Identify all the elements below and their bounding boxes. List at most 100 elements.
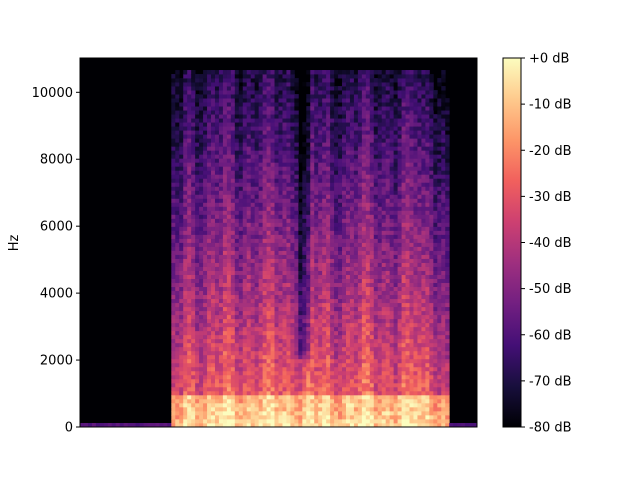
spectrogram-cell — [286, 186, 291, 191]
spectrogram-cell — [322, 394, 327, 400]
spectrogram-cell — [230, 350, 236, 356]
spectrogram-cell — [262, 330, 267, 336]
spectrogram-cell — [389, 110, 395, 115]
spectrogram-cell — [286, 318, 291, 324]
spectrogram-cell — [211, 190, 216, 195]
spectrogram-cell — [306, 214, 311, 219]
spectrogram-cell — [302, 270, 307, 275]
spectrogram-cell — [361, 354, 367, 360]
spectrogram-cell — [175, 182, 180, 187]
spectrogram-cell — [171, 178, 176, 183]
spectrogram-cell — [207, 326, 212, 332]
spectrogram-cell — [199, 134, 204, 139]
spectrogram-cell — [211, 422, 216, 427]
spectrogram-cell — [214, 286, 220, 292]
spectrogram-cell — [282, 398, 287, 404]
spectrogram-cell — [349, 194, 355, 199]
spectrogram-cell — [338, 278, 343, 284]
spectrogram-cell — [238, 254, 244, 259]
spectrogram-cell — [349, 394, 355, 400]
spectrogram-cell — [377, 210, 383, 215]
spectrogram-cell — [195, 118, 200, 123]
spectrogram-cell — [389, 98, 395, 103]
spectrogram-cell — [222, 74, 228, 79]
spectrogram-cell — [330, 230, 335, 235]
spectrogram-cell — [294, 278, 299, 284]
spectrogram-cell — [183, 250, 188, 255]
spectrogram-cell — [302, 182, 307, 187]
spectrogram-cell — [278, 326, 283, 332]
spectrogram-cell — [195, 350, 200, 356]
spectrogram-cell — [334, 162, 339, 167]
spectrogram-cell — [389, 194, 395, 199]
spectrogram-cell — [211, 138, 216, 143]
spectrogram-cell — [318, 294, 323, 300]
spectrogram-cell — [286, 190, 291, 195]
spectrogram-cell — [334, 322, 339, 328]
spectrogram-cell — [377, 166, 383, 171]
spectrogram-cell — [266, 146, 271, 151]
spectrogram-cell — [226, 238, 232, 243]
spectrogram-cell — [266, 170, 271, 175]
spectrogram-cell — [345, 346, 351, 352]
spectrogram-cell — [187, 310, 192, 316]
spectrogram-cell — [187, 386, 192, 392]
spectrogram-cell — [262, 142, 267, 147]
spectrogram-cell — [282, 390, 287, 396]
spectrogram-cell — [369, 410, 375, 416]
spectrogram-cell — [258, 330, 264, 336]
spectrogram-cell — [230, 74, 236, 79]
spectrogram-cell — [385, 250, 391, 255]
spectrogram-cell — [365, 358, 371, 364]
spectrogram-cell — [234, 190, 240, 195]
spectrogram-cell — [211, 218, 216, 223]
spectrogram-cell — [258, 342, 264, 348]
spectrogram-cell — [234, 214, 240, 219]
spectrogram-cell — [242, 94, 248, 99]
spectrogram-cell — [345, 402, 351, 408]
spectrogram-cell — [314, 98, 319, 103]
spectrogram-cell — [381, 258, 387, 263]
spectrogram-cell — [195, 82, 200, 87]
spectrogram-cell — [369, 102, 375, 107]
spectrogram-cell — [357, 246, 363, 251]
spectrogram-cell — [171, 278, 176, 284]
spectrogram-cell — [270, 290, 275, 296]
spectrogram-cell — [262, 242, 267, 247]
spectrogram-cell — [274, 394, 279, 400]
spectrogram-cell — [361, 290, 367, 296]
spectrogram-cell — [290, 194, 295, 199]
spectrogram-cell — [258, 206, 264, 211]
spectrogram-cell — [187, 182, 192, 187]
spectrogram-cell — [254, 250, 260, 255]
spectrogram-cell — [373, 190, 379, 195]
spectrogram-cell — [99, 422, 105, 427]
spectrogram-cell — [338, 422, 343, 427]
spectrogram-cell — [214, 282, 220, 288]
spectrogram-cell — [373, 230, 379, 235]
spectrogram-cell — [342, 354, 347, 360]
spectrogram-cell — [377, 178, 383, 183]
spectrogram-cell — [234, 158, 240, 163]
spectrogram-cell — [377, 90, 383, 95]
spectrogram-cell — [203, 150, 208, 155]
spectrogram-cell — [222, 394, 228, 400]
spectrogram-cell — [349, 146, 355, 151]
spectrogram-cell — [218, 338, 224, 344]
spectrogram-cell — [314, 338, 319, 344]
spectrogram-cell — [278, 230, 283, 235]
spectrogram-cell — [373, 186, 379, 191]
spectrogram-cell — [365, 302, 371, 308]
spectrogram-cell — [385, 146, 391, 151]
spectrogram-cell — [234, 282, 240, 288]
spectrogram-cell — [365, 226, 371, 231]
spectrogram-cell — [294, 214, 299, 219]
spectrogram-cell — [306, 282, 311, 288]
spectrogram-cell — [218, 398, 224, 404]
spectrogram-cell — [218, 230, 224, 235]
spectrogram-cell — [389, 418, 395, 424]
spectrogram-cell — [338, 274, 343, 279]
spectrogram-cell — [338, 174, 343, 179]
spectrogram-cell — [310, 242, 315, 247]
spectrogram-cell — [369, 382, 375, 388]
